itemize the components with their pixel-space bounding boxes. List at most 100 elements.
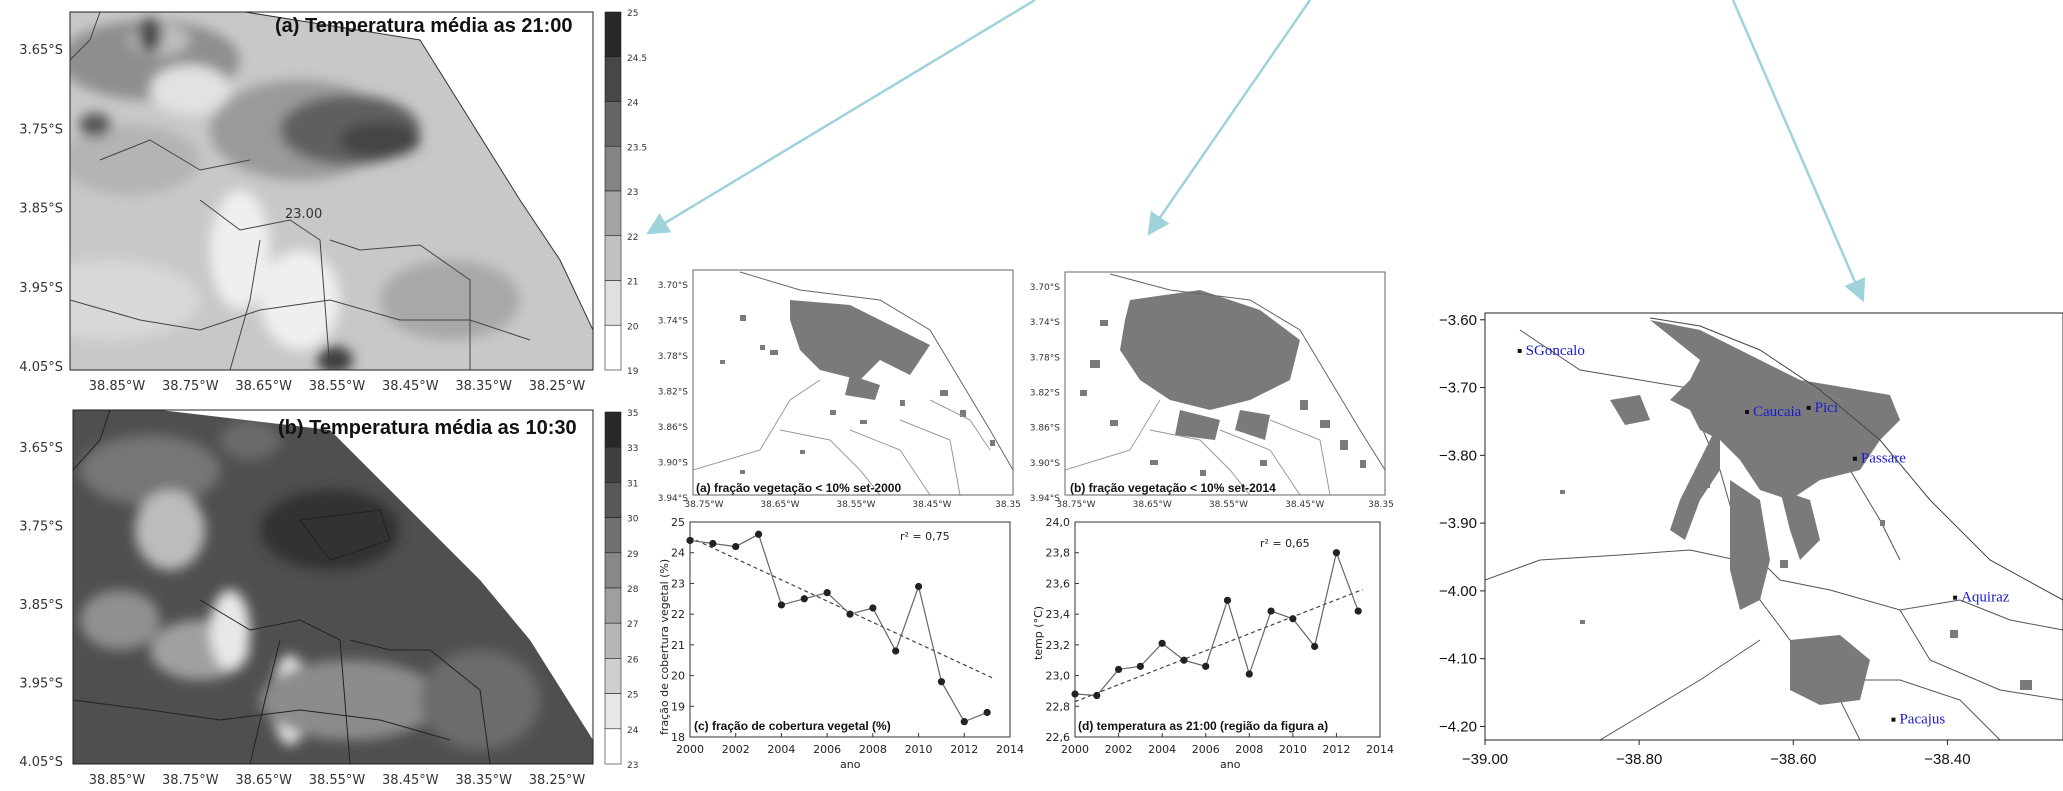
colorbar-segment — [604, 622, 622, 659]
place-label: Pacajus — [1899, 712, 1945, 728]
place-label: Pici — [1815, 400, 1838, 416]
y-tick-label: 3.90°S — [658, 459, 689, 469]
y-tick-label: −4.00 — [1439, 583, 1477, 600]
x-tick-label: 38.35°W — [455, 773, 512, 788]
temp-series-ylabel: temp (°C) — [1032, 606, 1045, 660]
data-point — [1158, 639, 1166, 647]
place-label: Aquiraz — [1961, 590, 2010, 606]
colorbar-segment — [604, 145, 622, 192]
x-tick-label: 2008 — [859, 743, 887, 756]
y-tick-label: 3.85°S — [19, 598, 63, 613]
place-label: Passare — [1861, 451, 1906, 467]
x-tick-label: 2000 — [676, 743, 704, 756]
x-tick-label: 2012 — [950, 743, 978, 756]
y-tick-label: 3.86°S — [658, 423, 689, 433]
colorbar-segment — [604, 587, 622, 624]
urban-map-places: SGoncalo Caucaia Pici Passare Aquiraz Pacajus — [1517, 343, 2010, 728]
y-tick-label: 22,6 — [1046, 731, 1071, 744]
colorbar-segment — [604, 517, 622, 554]
data-point — [800, 595, 808, 603]
panel-veg-2014: (b) fração vegetação < 10% set-2014 38.7… — [1030, 271, 1394, 510]
colorbar-segment — [604, 482, 622, 518]
colorbar-label: 19 — [627, 367, 639, 377]
data-point — [869, 604, 877, 612]
data-point — [846, 610, 854, 618]
x-tick-label: 38.45°W — [912, 500, 951, 510]
x-tick-label: 38.45°W — [382, 379, 439, 394]
y-tick-label: 3.74°S — [658, 317, 689, 327]
trend-line — [1074, 589, 1363, 703]
colorbar-label: 28 — [627, 585, 639, 595]
colorbar-segment — [604, 324, 622, 371]
data-point — [960, 718, 968, 726]
x-tick-label: 38.75°W — [684, 500, 723, 510]
place-marker — [1852, 456, 1857, 461]
y-tick-label: 3.65°S — [19, 441, 63, 456]
x-tick-label: 38.35°W — [455, 379, 512, 394]
temp-1030-x-ticks: 38.85°W 38.75°W 38.65°W 38.55°W 38.45°W 38.35… — [89, 773, 586, 788]
urban-map-urban-area — [1560, 320, 2032, 705]
x-tick-label: 38.85°W — [89, 773, 146, 788]
y-tick-label: 3.75°S — [19, 520, 63, 535]
x-tick-label: 2008 — [1235, 743, 1263, 756]
x-tick-label: 38.25°W — [529, 379, 586, 394]
y-tick-label: 3.82°S — [658, 388, 689, 398]
veg-2014-y-ticks: 3.70°S 3.74°S 3.78°S 3.82°S 3.86°S 3.90°S 3.94… — [1030, 283, 1061, 504]
arrow-to-urban-map — [1731, 0, 1866, 303]
veg-cover-ylabel: fração de cobertura vegetal (%) — [658, 559, 671, 735]
x-tick-label: 2004 — [767, 743, 795, 756]
x-tick-label: 2014 — [1366, 743, 1394, 756]
temp-1030-title: (b) Temperatura média as 10:30 — [278, 417, 577, 439]
y-tick-label: −4.20 — [1439, 718, 1477, 735]
colorbar-label: 25 — [627, 691, 638, 701]
y-tick-label: 3.75°S — [19, 122, 63, 137]
temp-series-ticks: 2000 2002 2004 2006 2008 2010 2012 2014 22,6 22,8… — [1046, 516, 1395, 756]
urban-map-ticks: −39.00 −38.80 −38.60 −38.40 −3.60 −3.70 −3.80 −… — [1439, 312, 1971, 768]
y-tick-label: 22 — [671, 608, 685, 621]
data-point — [1311, 642, 1319, 650]
y-tick-label: −3.60 — [1439, 312, 1477, 329]
y-tick-label: 3.86°S — [1030, 424, 1061, 434]
y-tick-label: 3.94°S — [1030, 494, 1061, 504]
x-tick-label: 38.55°W — [309, 379, 366, 394]
y-tick-label: 3.95°S — [19, 281, 63, 296]
temp-2100-annotation: 23.00 — [285, 207, 322, 222]
temp-2100-x-ticks: 38.85°W 38.75°W 38.65°W 38.55°W 38.45°W 38.35… — [89, 379, 586, 394]
x-tick-label: 38.65°W — [235, 773, 292, 788]
temp-2100-y-ticks: 3.65°S 3.75°S 3.85°S 3.95°S 4.05°S — [19, 43, 63, 375]
x-tick-label: 38.65°W — [235, 379, 292, 394]
x-tick-label: 38.65°W — [760, 500, 799, 510]
data-point — [1180, 656, 1188, 664]
temp-2100-title: (a) Temperatura média as 21:00 — [275, 15, 573, 37]
y-tick-label: 3.78°S — [658, 352, 689, 362]
x-tick-label: 38.35 — [995, 500, 1021, 510]
colorbar-label: 30 — [627, 515, 639, 525]
y-tick-label: 3.90°S — [1030, 459, 1061, 469]
data-point — [1093, 691, 1101, 700]
colorbar-label: 20 — [627, 322, 639, 332]
arrow-to-temp-map — [646, 0, 1036, 235]
x-tick-label: 38.45°W — [1285, 500, 1324, 510]
colorbar-segment — [604, 446, 622, 483]
panel-temp-1030: 33.00 (b) Temperatura média as 10:30 38.… — [19, 409, 638, 788]
x-tick-label: 38.65°W — [1133, 500, 1172, 510]
x-tick-label: −38.60 — [1770, 751, 1816, 768]
y-tick-label: 23 — [671, 577, 685, 590]
y-tick-label: 22,8 — [1046, 700, 1071, 713]
x-tick-label: 38.75°W — [162, 379, 219, 394]
data-point — [823, 589, 831, 597]
place-marker — [1953, 595, 1958, 600]
place-marker — [1891, 717, 1896, 722]
colorbar-label: 25 — [627, 9, 638, 19]
y-tick-label: 3.95°S — [19, 677, 63, 692]
y-tick-label: −3.80 — [1439, 447, 1477, 464]
panel-urban-map: SGoncalo Caucaia Pici Passare Aquiraz Pacajus… — [1439, 312, 2063, 768]
y-tick-label: 4.05°S — [19, 755, 63, 770]
panel-veg-2000: (a) fração vegetação < 10% set-2000 38.7… — [658, 269, 1021, 510]
data-point — [1332, 549, 1341, 557]
y-tick-label: 23,2 — [1046, 639, 1071, 652]
colorbar-segment — [604, 190, 622, 237]
x-tick-label: −38.80 — [1616, 751, 1662, 768]
colorbar-segment — [604, 693, 622, 730]
